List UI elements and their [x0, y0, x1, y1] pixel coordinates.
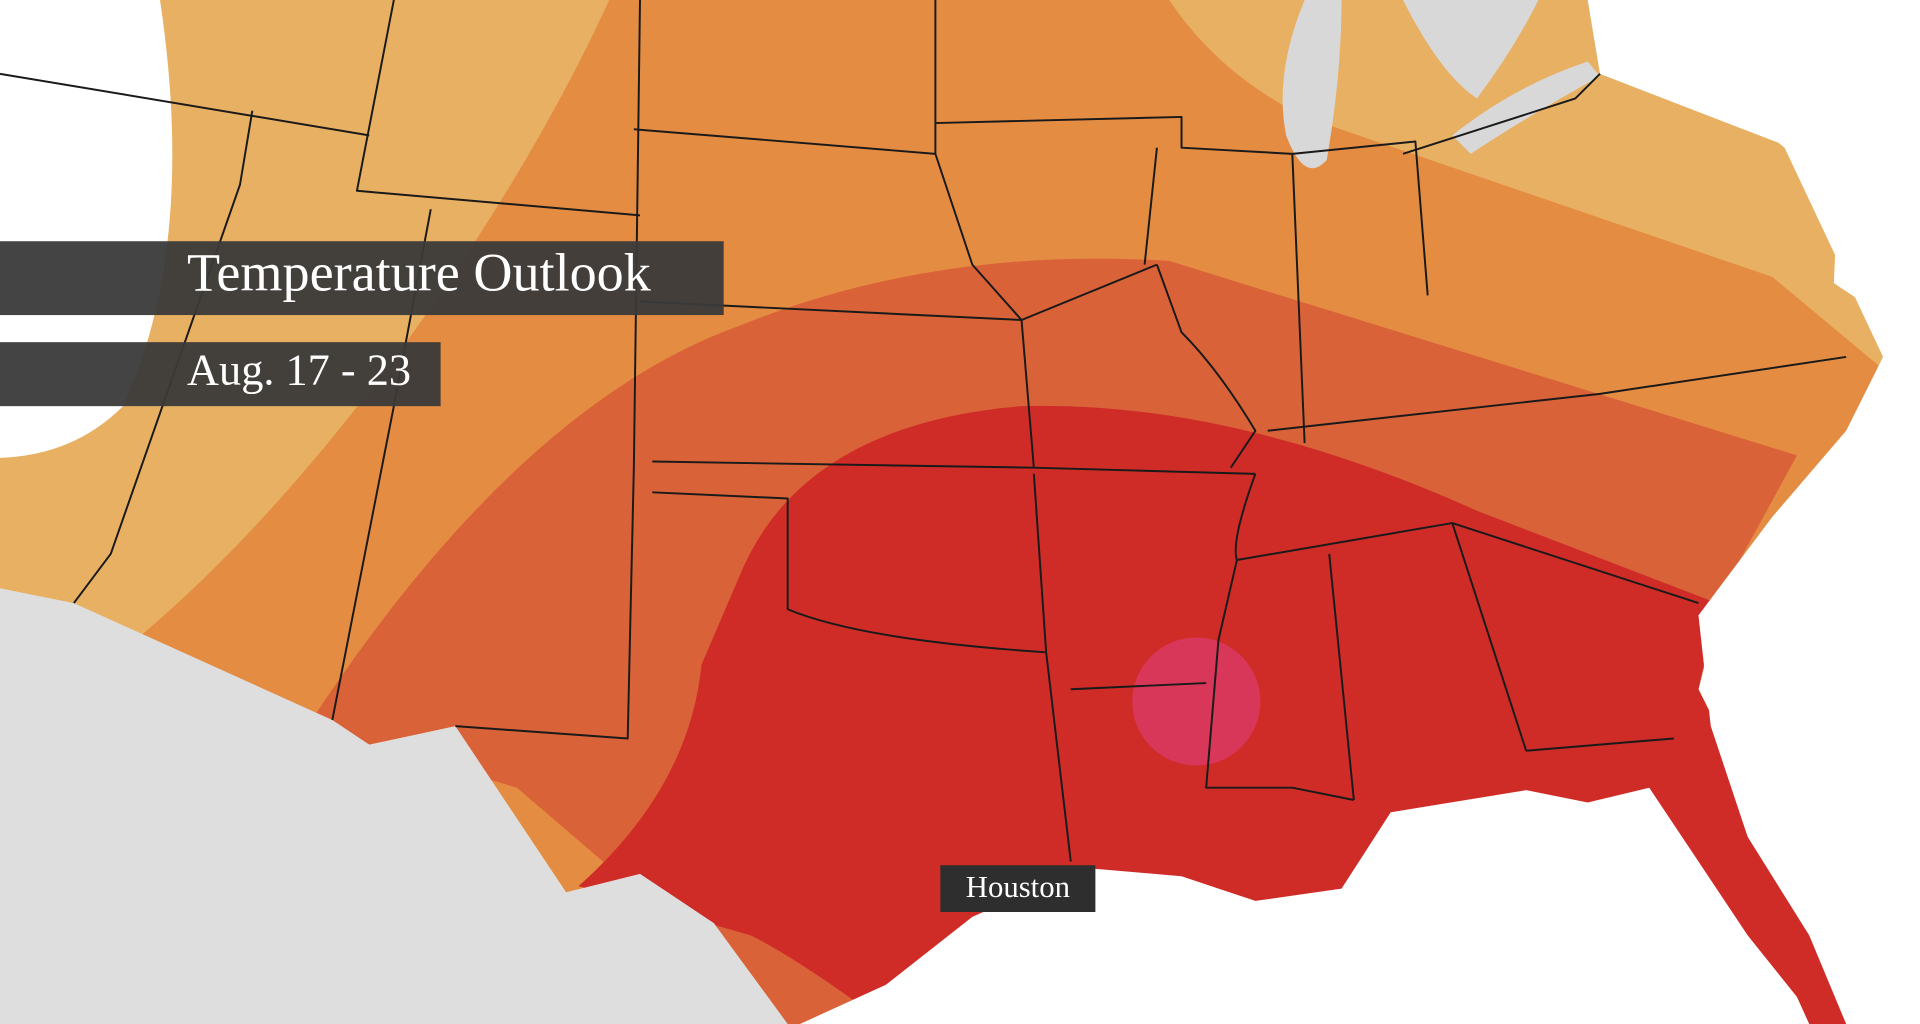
northeast: [1587, 0, 1920, 284]
gulf: [800, 787, 1810, 1024]
lake-michigan: [1282, 0, 1342, 169]
subtitle-box: [0, 342, 441, 407]
lake-erie: [1452, 61, 1600, 154]
lake-huron: [1403, 0, 1539, 99]
atlantic: [1698, 283, 1920, 1024]
city-label-box: [940, 865, 1096, 912]
highlight-circle: [1132, 637, 1261, 766]
mexico: [0, 588, 788, 1024]
map-subtitle: Aug. 17 - 23: [187, 345, 411, 394]
title-box: [0, 241, 724, 316]
city-label: Houston: [966, 870, 1070, 904]
state-lines: [0, 0, 1847, 862]
map-title: Temperature Outlook: [187, 243, 652, 303]
